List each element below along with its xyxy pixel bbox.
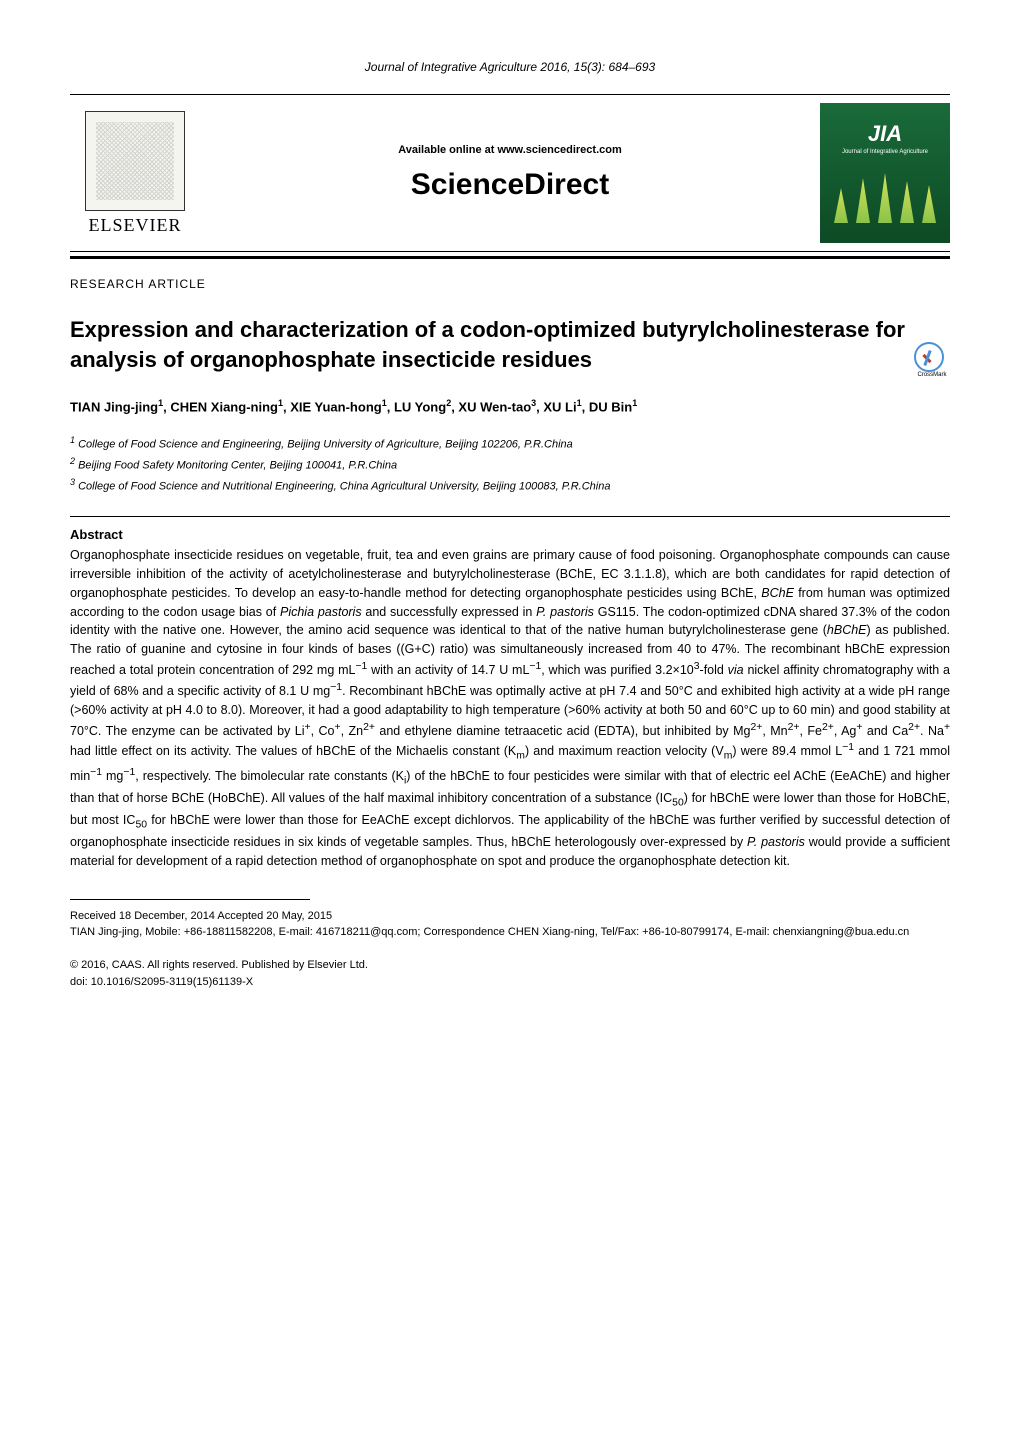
jia-subtitle: Journal of Integrative Agriculture xyxy=(842,149,928,155)
authors-line: TIAN Jing-jing1, CHEN Xiang-ning1, XIE Y… xyxy=(70,398,950,414)
footer-separator xyxy=(70,899,310,900)
crossmark-icon xyxy=(914,342,944,372)
affiliations-block: 1 College of Food Science and Engineerin… xyxy=(70,433,950,497)
article-title: Expression and characterization of a cod… xyxy=(70,315,950,374)
banner-underline xyxy=(70,256,950,259)
crossmark-label: CrossMark xyxy=(914,372,950,378)
abstract-body: Organophosphate insecticide residues on … xyxy=(70,546,950,870)
jia-label: JIA xyxy=(868,121,902,147)
elsevier-tree-icon xyxy=(85,111,185,211)
elsevier-label: ELSEVIER xyxy=(89,215,182,236)
sciencedirect-wordmark: ScienceDirect xyxy=(200,168,820,202)
received-accepted-line: Received 18 December, 2014 Accepted 20 M… xyxy=(70,908,950,925)
jia-journal-cover: JIA Journal of Integrative Agriculture xyxy=(820,103,950,243)
journal-citation-header: Journal of Integrative Agriculture 2016,… xyxy=(70,60,950,74)
doi-line: doi: 10.1016/S2095-3119(15)61139-X xyxy=(70,974,950,991)
sciencedirect-block: Available online at www.sciencedirect.co… xyxy=(200,144,820,202)
copyright-line: © 2016, CAAS. All rights reserved. Publi… xyxy=(70,957,950,974)
abstract-heading: Abstract xyxy=(70,527,950,542)
publisher-banner: ELSEVIER Available online at www.science… xyxy=(70,94,950,252)
abstract-top-rule xyxy=(70,516,950,517)
footer-block: Received 18 December, 2014 Accepted 20 M… xyxy=(70,908,950,991)
available-online-text: Available online at www.sciencedirect.co… xyxy=(200,144,820,156)
article-type-label: RESEARCH ARTICLE xyxy=(70,277,950,291)
jia-crops-icon xyxy=(830,173,940,223)
crossmark-badge[interactable]: CrossMark xyxy=(914,342,950,378)
contact-line: TIAN Jing-jing, Mobile: +86-18811582208,… xyxy=(70,924,950,941)
elsevier-logo: ELSEVIER xyxy=(70,103,200,243)
